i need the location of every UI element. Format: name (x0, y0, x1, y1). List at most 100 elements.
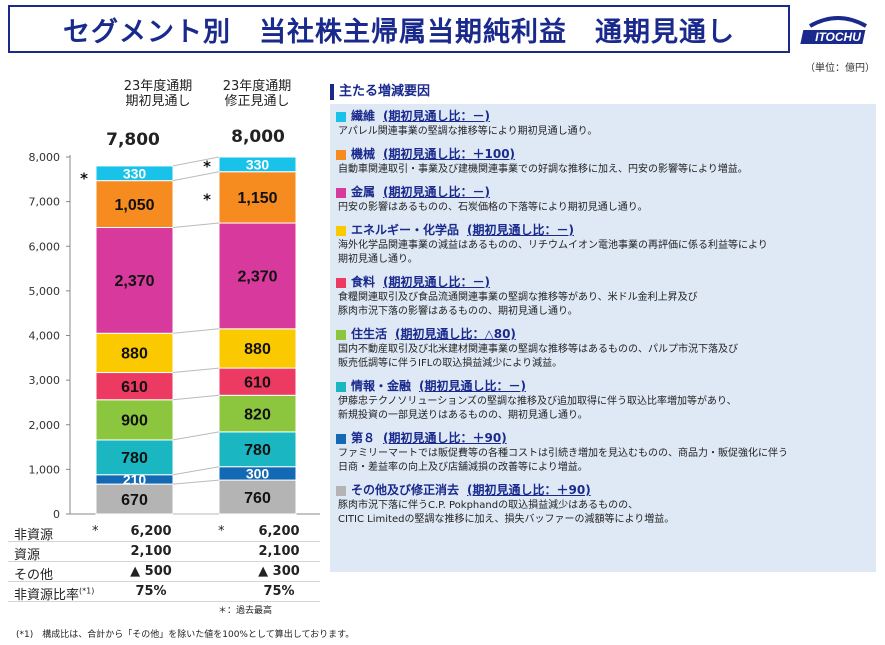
bar-value-label: 300 (246, 465, 270, 481)
reason-text: 円安の影響はあるものの、石炭価格の下落等により期初見通し通り。 (338, 202, 648, 213)
reason-text: 国内不動産取引及び北米建材関連事業の堅調な推移等はあるものの、パルプ市況下落及び (338, 344, 738, 355)
bar-segment (218, 367, 297, 396)
y-tick-label: 8,000 (29, 151, 61, 164)
column-header-initial-line1: 23年度通期 (123, 79, 193, 94)
column-header-revised: 23年度通期 修正見通し (202, 79, 312, 109)
bar-value-label: 610 (121, 379, 148, 396)
reason-text: 豚肉市況下落の影響はあるものの、期初見通し通り。 (338, 306, 578, 317)
segment-name: 食料 (351, 275, 376, 289)
bar-value-label: 780 (244, 442, 271, 459)
bar-segment (218, 328, 297, 369)
value-initial: 2,100 (130, 544, 172, 559)
segment-name: 金属 (351, 185, 376, 199)
segment-name: 住生活 (351, 327, 388, 341)
reason-text: ファミリーマートでは販促費等の各種コストは引続き増加を見込むものの、商品力・販促… (338, 448, 788, 459)
bar-segment (218, 171, 297, 224)
segment-name: その他及び修正消去 (351, 483, 460, 497)
bar-segment (218, 222, 297, 330)
column-header-revised-line2: 修正見通し (224, 94, 290, 109)
row-label: 非資源 (14, 528, 54, 543)
bar-value-label: 900 (121, 413, 148, 430)
reason-text: 新規投資の一部見送りはあるものの、期初見通し通り。 (338, 410, 588, 421)
record-high-asterisk: * (203, 190, 211, 208)
title-box: セグメント別 当社株主帰属当期純利益 通期見通し (8, 5, 790, 53)
logo-graphic: ITOCHU (800, 16, 867, 44)
y-tick-label: 6,000 (29, 240, 61, 253)
segment-color-square-icon (336, 433, 346, 444)
segment-name: エネルギー・化学品 (351, 223, 460, 237)
y-tick-label: 3,000 (29, 374, 61, 387)
bar-segment (218, 156, 297, 173)
reason-text: 豚肉市況下落に伴うC.P. Pokphandの取込損益減少はあるものの、 (338, 500, 639, 511)
table-row-resource: 資源 2,100 2,100 (8, 542, 320, 563)
reason-heading: 金属 (期初見通し比：－) (336, 184, 870, 201)
connector-line (172, 431, 220, 441)
reason-item: 情報・金融 (期初見通し比：－) 伊藤忠テクノソリューションズの堅調な推移及び追加取… (336, 378, 870, 423)
value-initial: ▲ 500 (130, 564, 172, 579)
footnote-ref: (*1) (79, 586, 95, 596)
bar-value-label: 330 (123, 165, 147, 181)
bar-segment (95, 180, 174, 229)
bar-value-label: 880 (244, 341, 271, 358)
reason-heading: 情報・金融 (期初見通し比：－) (336, 378, 870, 395)
page-title: セグメント別 当社株主帰属当期純利益 通期見通し (63, 16, 735, 48)
bar-value-label: 610 (244, 374, 271, 391)
connector-line (172, 171, 220, 182)
reason-heading: エネルギー・化学品 (期初見通し比：－) (336, 222, 870, 239)
reason-text: 食糧関連取引及び食品流通関連事業の堅調な推移等があり、米ドル金利上昇及び (338, 292, 698, 303)
bar-value-label: 670 (121, 492, 148, 509)
column-header-initial-line2: 期初見通し (125, 94, 191, 109)
bar-value-label: 330 (246, 156, 270, 172)
record-high-note: ＊：過去最高 (218, 606, 273, 616)
bar-value-label: 760 (244, 490, 271, 507)
total-initial: 7,800 (106, 130, 160, 150)
bar-segment (95, 399, 174, 441)
value-revised: 75% (263, 584, 295, 599)
bar-value-label: 820 (244, 406, 271, 423)
value-initial: 75% (135, 584, 167, 599)
segment-color-square-icon (336, 149, 346, 160)
reason-item: 食料 (期初見通し比：－) 食糧関連取引及び食品流通関連事業の堅調な推移等があり、米… (336, 274, 870, 319)
segment-name: 機械 (351, 147, 376, 161)
segment-comparison: (期初見通し比：＋90) (383, 431, 507, 445)
row-label-text: 非資源比率 (14, 588, 80, 603)
y-tick-label: 0 (53, 508, 60, 521)
record-mark: * (92, 524, 99, 539)
bar-segment (218, 479, 297, 515)
reason-text: 海外化学品関連事業の減益はあるものの、リチウムイオン電池事業の再評価に係る利益等… (338, 240, 768, 251)
column-header-initial: 23年度通期 期初見通し (103, 79, 213, 109)
bar-value-label: 210 (123, 471, 147, 487)
table-row-non-resource: 非資源 * 6,200 * 6,200 (8, 522, 320, 543)
reason-item: 金属 (期初見通し比：－) 円安の影響はあるものの、石炭価格の下落等により期初見通し… (336, 184, 870, 215)
bar-segment (95, 227, 174, 334)
connector-line (172, 479, 220, 485)
reason-item: 第８ (期初見通し比：＋90) ファミリーマートでは販促費等の各種コストは引続き増加… (336, 430, 870, 475)
value-revised: 6,200 (258, 524, 300, 539)
connector-line (172, 328, 220, 334)
segment-comparison: (期初見通し比：－) (383, 109, 490, 123)
reason-item: その他及び修正消去 (期初見通し比：＋90) 豚肉市況下落に伴うC.P. Pokph… (336, 482, 870, 527)
bar-value-label: 780 (121, 450, 148, 467)
row-label: 非資源比率(*1) (14, 584, 94, 603)
segment-comparison: (期初見通し比：＋90) (467, 483, 591, 497)
row-label: 資源 (14, 548, 41, 563)
reason-heading: 食料 (期初見通し比：－) (336, 274, 870, 291)
unit-label: （単位：億円） (805, 63, 875, 74)
reason-text: 販売低調等に伴うIFLの取込損益減少により減益。 (338, 358, 563, 369)
bar-segment (95, 372, 174, 401)
itochu-logo: ITOCHU (798, 8, 878, 50)
row-label: その他 (14, 568, 54, 583)
record-mark: * (218, 524, 225, 539)
reason-heading: その他及び修正消去 (期初見通し比：＋90) (336, 482, 870, 499)
segment-comparison: (期初見通し比：－) (419, 379, 526, 393)
segment-comparison: (期初見通し比：－) (383, 185, 490, 199)
reason-heading: 繊維 (期初見通し比：－) (336, 108, 870, 125)
connector-line (172, 394, 220, 401)
reason-heading: 住生活 (期初見通し比：△80) (336, 326, 870, 343)
segment-color-square-icon (336, 111, 346, 122)
y-tick-label: 1,000 (29, 463, 61, 476)
reason-heading: 機械 (期初見通し比：＋100) (336, 146, 870, 163)
reason-text: 日商・差益率の向上及び店舗減損の改善等により増益。 (338, 462, 588, 473)
reasons-title: 主たる増減要因 (330, 84, 430, 100)
segment-comparison: (期初見通し比：＋100) (383, 147, 516, 161)
